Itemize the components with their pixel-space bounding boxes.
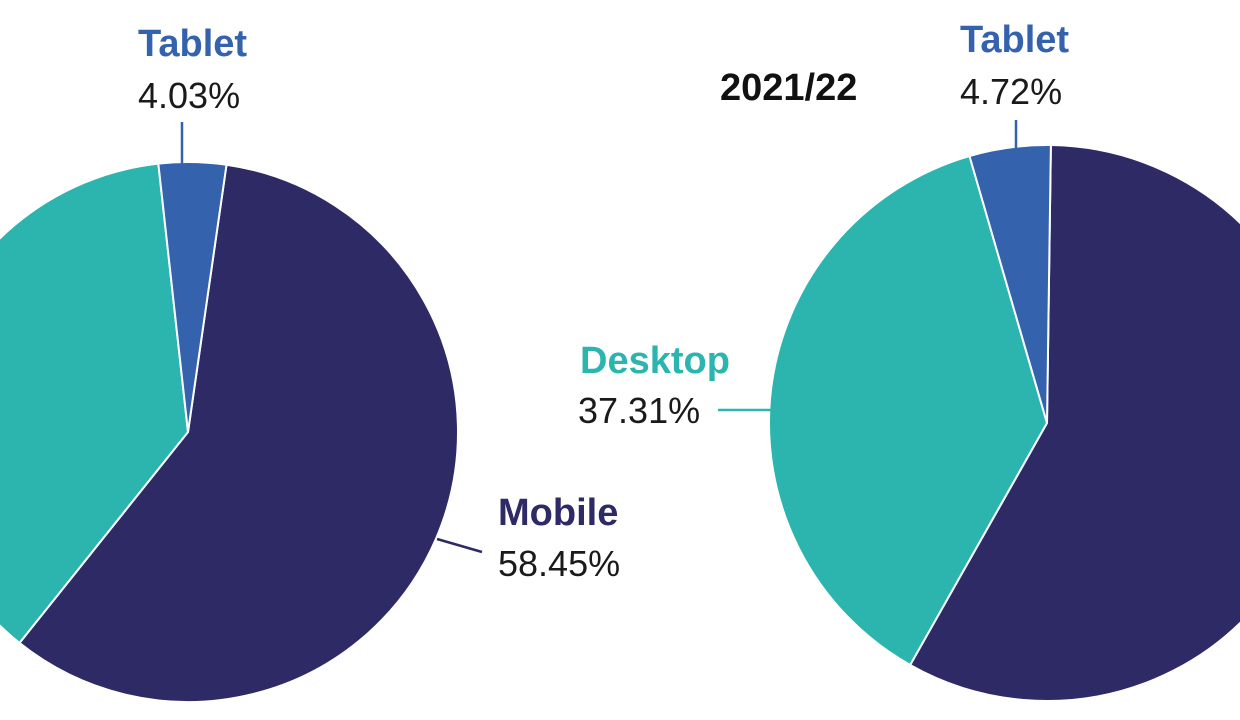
pie-1-slice-desktop [0, 162, 190, 645]
pie-2-desktop-value: 37.31% [578, 390, 700, 431]
pie-chart-2: 2021/22 Tablet 4.72% Desktop 37.31% [578, 19, 1240, 702]
pie-1-mobile-value: 58.45% [498, 543, 620, 584]
pie-1-mobile-leader [436, 537, 483, 554]
pie-2-slice-desktop [768, 154, 1049, 667]
pie-chart-1: Tablet 4.03% Mobile 58.45% [0, 23, 620, 703]
pie-1-tablet-value: 4.03% [138, 75, 240, 116]
pie-2-slice-tablet [968, 144, 1052, 424]
pie-1-tablet-label: Tablet [138, 23, 247, 65]
pie-1-slice-tablet [157, 161, 228, 433]
pie-2-title: 2021/22 [720, 67, 857, 109]
pie-1-slice-mobile [18, 163, 459, 703]
pie-2-slice-mobile [908, 144, 1240, 702]
pie-1-mobile-label: Mobile [498, 492, 618, 534]
pie-2-tablet-value: 4.72% [960, 71, 1062, 112]
pie-2-desktop-label: Desktop [580, 340, 730, 382]
pie-2-tablet-label: Tablet [960, 19, 1069, 61]
